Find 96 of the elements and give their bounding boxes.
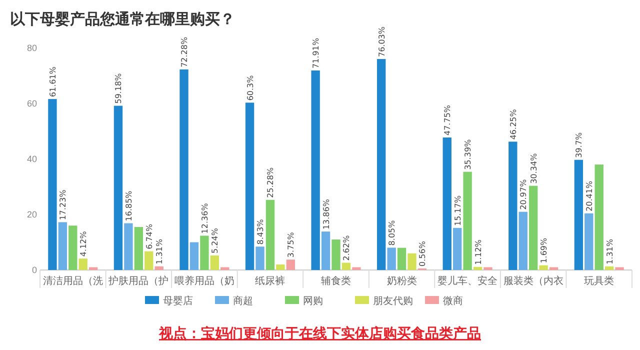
bar [114, 106, 123, 270]
bar [574, 160, 584, 270]
legend-label: 网购 [303, 296, 323, 307]
bar [604, 266, 614, 270]
data-label: 59.18% [114, 72, 124, 104]
bar [518, 212, 528, 270]
bar [352, 267, 361, 270]
data-label: 35.39% [464, 138, 473, 170]
bar [332, 239, 340, 270]
bar [311, 70, 320, 270]
bar [180, 69, 188, 270]
bar [154, 266, 164, 270]
bar [387, 248, 396, 270]
data-label: 3.75% [286, 232, 296, 258]
legend-label: 母婴店 [163, 295, 193, 307]
x-tick-label: 婴儿车、安全 [438, 275, 498, 287]
x-tick-label: 护肤用品（护 [108, 275, 169, 287]
x-tick-label: 玩具类 [584, 275, 614, 287]
data-label: 16.85% [124, 190, 134, 222]
data-label: 6.74% [144, 223, 154, 250]
x-tick-label: 清洁用品（洗 [42, 275, 103, 287]
data-label: 0.56% [418, 240, 428, 266]
bar [452, 228, 462, 270]
data-label: 71.91% [312, 38, 321, 68]
x-tick-label: 喂养用品（奶 [174, 275, 234, 287]
bar [473, 266, 482, 270]
data-label: 39.7% [574, 132, 584, 158]
text: 视点：宝妈们更倾向于在线下实体店购买食品类产品 [158, 325, 481, 342]
chart-title: 以下母婴产品您通常在哪里购买？ [10, 10, 235, 28]
data-label: 76.03% [377, 26, 386, 58]
bar [134, 226, 144, 270]
bar [190, 242, 199, 270]
bar [549, 267, 558, 270]
bar [584, 213, 594, 270]
bar [256, 246, 264, 270]
data-label: 17.23% [58, 189, 68, 220]
x-tick-label: 辅食类 [321, 275, 351, 287]
bar [594, 164, 604, 270]
bar [528, 186, 538, 270]
bar [276, 264, 285, 270]
data-label: 8.43% [256, 218, 266, 245]
bar [463, 172, 472, 270]
y-tick-label: 40 [26, 154, 37, 164]
bar [58, 222, 68, 270]
data-label: 15.17% [453, 195, 462, 226]
legend-label: 微商 [443, 295, 463, 307]
data-label: 46.25% [508, 108, 518, 140]
y-tick-label: 0 [32, 264, 37, 275]
bar [78, 258, 88, 270]
bar [484, 267, 492, 270]
data-label: 20.41% [584, 180, 594, 212]
x-tick-label: 服装类（内衣 [503, 275, 564, 287]
bar [88, 267, 98, 270]
bar [68, 226, 78, 270]
bar [377, 59, 386, 270]
x-tick-label: 纸尿裤 [255, 275, 286, 287]
bar [48, 99, 57, 270]
bar [266, 200, 275, 270]
data-label: 12.36% [200, 202, 210, 234]
bar [342, 262, 351, 270]
data-label: 5.24% [210, 228, 220, 254]
data-label: 60.3% [246, 74, 255, 101]
data-label: 25.28% [266, 166, 276, 198]
bar [124, 223, 133, 270]
data-label: 30.34% [529, 152, 538, 184]
bar [220, 267, 230, 270]
data-label: 47.75% [443, 104, 452, 136]
legend-label: 朋友代购 [373, 296, 413, 307]
bar [539, 265, 548, 270]
data-label: 1.31% [605, 238, 614, 264]
bar [408, 253, 416, 270]
data-label: 8.05% [388, 220, 397, 246]
bar [442, 137, 452, 270]
bar [321, 232, 330, 270]
data-label: 1.69% [540, 238, 549, 264]
bar [397, 248, 406, 270]
bar [615, 267, 624, 270]
data-label: 20.97% [519, 178, 528, 210]
legend-label: 商超 [233, 295, 253, 307]
bar [210, 255, 220, 270]
data-label: 2.62% [342, 234, 352, 261]
bar [508, 142, 518, 270]
bar [200, 236, 209, 270]
bar [286, 260, 295, 270]
y-tick-label: 80 [26, 42, 37, 53]
bar [144, 251, 154, 270]
data-label: 1.31% [155, 238, 164, 264]
data-label: 4.12% [79, 230, 88, 257]
data-label: 13.86% [322, 198, 331, 230]
y-tick-label: 20 [26, 209, 37, 220]
bar [245, 102, 254, 270]
data-label: 61.61% [48, 66, 58, 98]
x-tick-label: 奶粉类 [386, 275, 417, 287]
data-label: 1.12% [474, 239, 483, 265]
data-label: 72.28% [180, 36, 190, 68]
y-tick-label: 60 [26, 98, 37, 108]
